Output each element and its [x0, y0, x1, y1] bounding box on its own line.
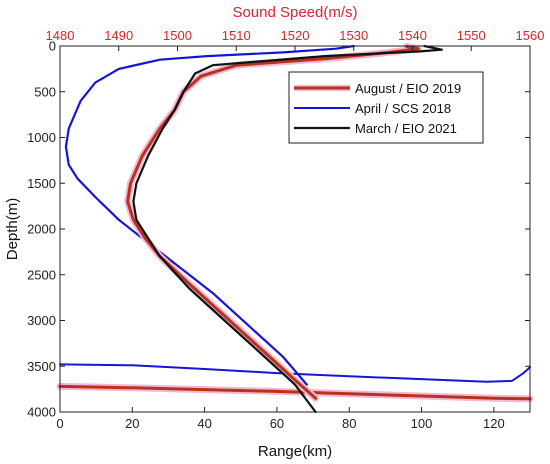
- bottom-tick-label: 120: [483, 416, 505, 431]
- legend-label-april-scs-2018: April / SCS 2018: [355, 101, 451, 116]
- top-tick-label: 1530: [339, 28, 368, 43]
- bottom-tick-label: 60: [270, 416, 284, 431]
- left-tick-label: 1500: [27, 176, 56, 191]
- left-tick-label: 2000: [27, 222, 56, 237]
- sound-speed-profile-march-eio-2021: [132, 44, 443, 414]
- left-tick-label: 1000: [27, 130, 56, 145]
- top-tick-label: 1510: [222, 28, 251, 43]
- legend-label-august-eio-2019: August / EIO 2019: [355, 81, 461, 96]
- tick-labels-layer: 0 20 40 60 80 100 120 1480 1490 1500 1510 1520 1530 1…: [27, 28, 544, 431]
- ticks-layer: [59, 45, 531, 413]
- top-tick-label: 1540: [398, 28, 427, 43]
- left-tick-label: 3000: [27, 313, 56, 328]
- bottom-tick-label: 80: [342, 416, 356, 431]
- left-tick-label: 0: [49, 39, 56, 54]
- left-tick-label: 500: [34, 84, 56, 99]
- bottom-tick-label: 20: [125, 416, 139, 431]
- top-tick-label: 1500: [163, 28, 192, 43]
- top-tick-label: 1520: [281, 28, 310, 43]
- left-tick-label: 4000: [27, 405, 56, 420]
- bottom-ray-april-scs-2018: [59, 363, 531, 383]
- top-tick-label: 1550: [457, 28, 486, 43]
- legend-label-march-eio-2021: March / EIO 2021: [355, 121, 457, 136]
- left-axis-label: Depth(m): [4, 198, 21, 261]
- curves-layer: [56, 43, 534, 414]
- left-tick-label: 3500: [27, 359, 56, 374]
- sound-speed-profile-april-scs-2018: [64, 44, 355, 386]
- bottom-tick-label: 0: [56, 416, 63, 431]
- top-tick-label: 1560: [516, 28, 545, 43]
- top-axis-label: Sound Speed(m/s): [232, 4, 357, 21]
- bottom-axis-label: Range(km): [258, 443, 332, 460]
- sound-speed-profile-august-eio-2019: [126, 45, 420, 400]
- left-tick-label: 2500: [27, 267, 56, 282]
- bottom-tick-label: 40: [197, 416, 211, 431]
- bottom-tick-label: 100: [411, 416, 433, 431]
- top-tick-label: 1480: [46, 28, 75, 43]
- legend: August / EIO 2019 April / SCS 2018 March…: [288, 71, 484, 144]
- top-tick-label: 1490: [104, 28, 133, 43]
